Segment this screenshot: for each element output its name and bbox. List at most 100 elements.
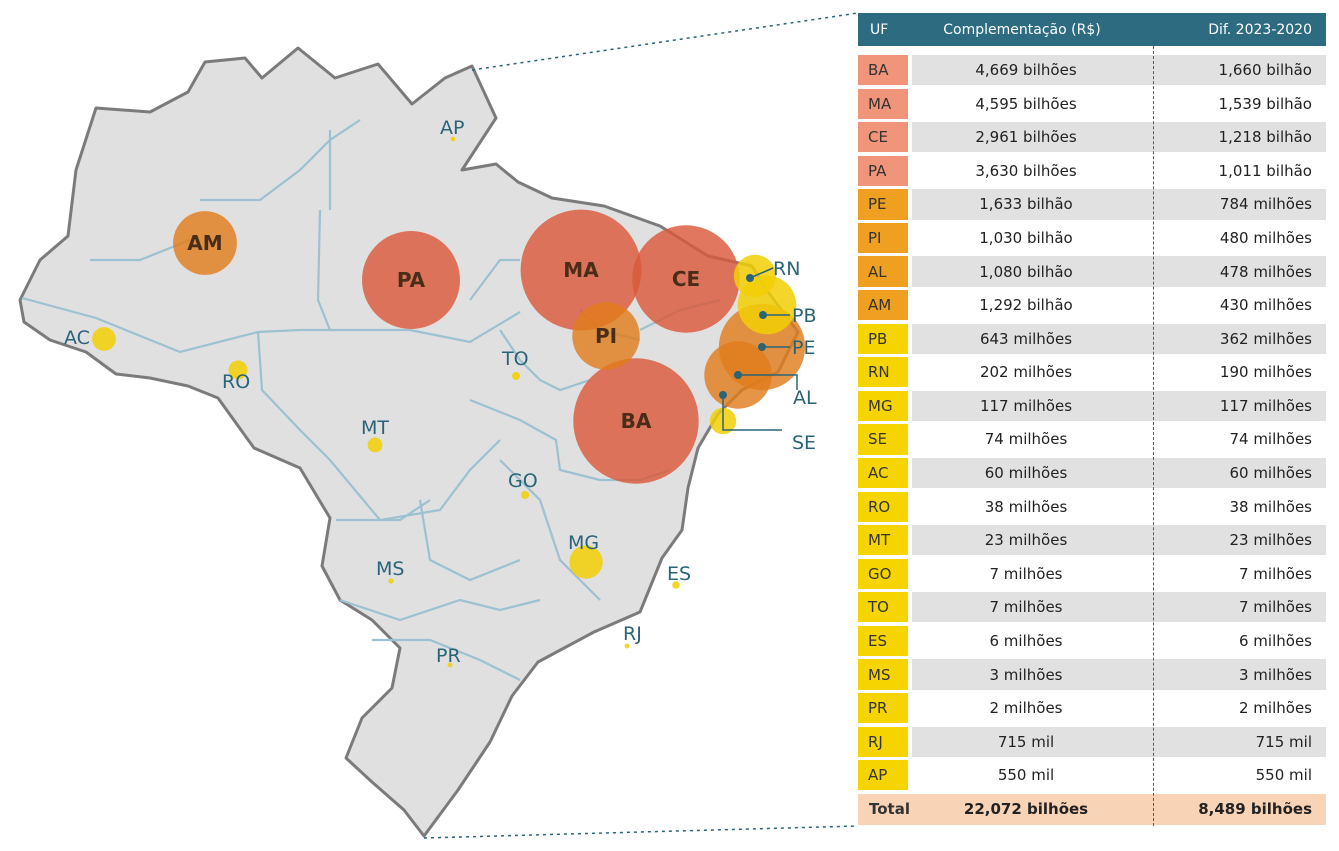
bubble-label-pa: PA — [397, 268, 426, 292]
row-complementacao: 1,292 bilhão — [979, 296, 1073, 315]
row-complementacao: 6 milhões — [989, 631, 1063, 650]
row-uf-badge: BA — [858, 55, 908, 86]
bubble-rj — [624, 643, 630, 649]
row-dif: 1,218 bilhão — [1140, 122, 1326, 153]
row-dif: 362 milhões — [1140, 323, 1326, 354]
row-uf-badge: MA — [858, 88, 908, 119]
table-row: MG 117 milhões 117 milhões — [858, 390, 1326, 421]
row-uf-badge: MT — [858, 525, 908, 556]
row-uf-badge: MS — [858, 659, 908, 690]
bubble-label-ce: CE — [672, 267, 700, 291]
table-row: AL 1,080 bilhão 478 milhões — [858, 256, 1326, 287]
state-borders — [21, 119, 721, 681]
bubble-mg — [569, 545, 603, 579]
row-uf-badge: AM — [858, 290, 908, 321]
table-row: MT 23 milhões 23 milhões — [858, 525, 1326, 556]
table-row: PE 1,633 bilhão 784 milhões — [858, 189, 1326, 220]
row-complementacao: 38 milhões — [984, 497, 1068, 516]
bubble-label-am: AM — [187, 231, 222, 255]
row-uf-badge: SE — [858, 424, 908, 455]
row-complementacao: 7 milhões — [989, 564, 1063, 583]
row-complementacao: 3,630 bilhões — [975, 161, 1077, 180]
table-row: SE 74 milhões 74 milhões — [858, 424, 1326, 455]
row-complementacao: 4,595 bilhões — [975, 94, 1077, 113]
row-uf-badge: GO — [858, 558, 908, 589]
row-uf-badge: RN — [858, 357, 908, 388]
row-uf-badge: ES — [858, 625, 908, 657]
bubble-mt — [367, 437, 383, 453]
state-label-es: ES — [667, 563, 691, 585]
table-row: RO 38 milhões 38 milhões — [858, 491, 1326, 522]
bubble-pa — [362, 231, 460, 329]
row-complementacao: 117 milhões — [912, 390, 1140, 421]
row-complementacao: 23 milhões — [912, 525, 1140, 556]
leader-dot-al — [734, 371, 742, 379]
state-label-pe: PE — [792, 337, 815, 359]
row-dif: 1,660 bilhão — [1140, 55, 1326, 86]
data-table: UF Complementação (R$) Dif. 2023-2020 BA… — [858, 13, 1326, 828]
row-complementacao: 60 milhões — [912, 457, 1140, 489]
row-dif: 478 milhões — [1140, 256, 1326, 287]
bubble-am — [173, 211, 237, 275]
header-uf: UF — [870, 21, 889, 38]
state-label-se: SE — [792, 432, 816, 454]
state-labels: AP AC RO MT TO GO MS MG PR ES RJ RN PB P… — [64, 117, 817, 667]
table-row: MS 3 milhões 3 milhões — [858, 659, 1326, 690]
row-uf-badge: AC — [858, 457, 908, 489]
bubble-label-ma: MA — [563, 258, 599, 282]
row-dif: 38 milhões — [1229, 497, 1312, 516]
state-label-go: GO — [508, 470, 538, 492]
row-dif: 23 milhões — [1140, 525, 1326, 556]
bubble-pi — [572, 302, 640, 370]
table-row: PR 2 milhões 2 milhões — [858, 692, 1326, 724]
table-header: UF Complementação (R$) Dif. 2023-2020 — [858, 13, 1326, 46]
table-row: TO 7 milhões 7 milhões — [858, 592, 1326, 623]
row-dif: 1,011 bilhão — [1218, 161, 1312, 180]
bubble-es — [672, 581, 680, 589]
connector-top — [471, 12, 859, 71]
leader-lines — [722, 267, 798, 431]
brazil-map: BA MA CE PA PI AM AP AC RO MT TO GO MS MG PR … — [18, 12, 859, 839]
leader-dots — [719, 274, 767, 399]
row-dif: 2 milhões — [1239, 699, 1312, 718]
bubble-go — [520, 490, 530, 500]
state-label-rn: RN — [773, 258, 800, 280]
row-dif: 3 milhões — [1140, 659, 1326, 690]
row-dif: 7 milhões — [1140, 592, 1326, 623]
bubble-layer: BA MA CE PA PI AM — [92, 136, 806, 668]
bubble-pr — [447, 662, 453, 668]
row-uf-badge: PB — [858, 323, 908, 354]
row-dif: 430 milhões — [1219, 296, 1312, 315]
bubble-ce — [632, 225, 740, 333]
state-label-ac: AC — [64, 327, 90, 349]
table-row: AM 1,292 bilhão 430 milhões — [858, 290, 1326, 321]
table-row: PA 3,630 bilhões 1,011 bilhão — [858, 155, 1326, 186]
row-uf-badge: PI — [858, 222, 908, 254]
leader-dot-se — [719, 391, 727, 399]
total-complementacao: 22,072 bilhões — [963, 800, 1089, 819]
row-complementacao: 2,961 bilhões — [912, 122, 1140, 153]
table-row: AC 60 milhões 60 milhões — [858, 457, 1326, 489]
bubble-label-pi: PI — [595, 324, 617, 348]
header-complementacao: Complementação (R$) — [943, 21, 1101, 38]
table-body: BA 4,669 bilhões 1,660 bilhão MA 4,595 bilhõ… — [858, 55, 1326, 791]
bubble-label-ba: BA — [621, 409, 652, 433]
row-dif: 784 milhões — [1140, 189, 1326, 220]
row-uf-badge: AP — [858, 760, 908, 791]
state-label-pr: PR — [436, 645, 461, 667]
state-label-ap: AP — [440, 117, 464, 139]
leader-line-al — [738, 374, 798, 390]
leader-dot-rn — [746, 274, 754, 282]
row-complementacao: 1,030 bilhão — [979, 228, 1073, 247]
row-dif: 480 milhões — [1219, 228, 1312, 247]
state-label-rj: RJ — [623, 623, 642, 645]
state-label-al: AL — [793, 387, 817, 409]
row-complementacao: 4,669 bilhões — [912, 55, 1140, 86]
total-dif: 8,489 bilhões — [1198, 800, 1312, 819]
state-label-to: TO — [501, 348, 529, 370]
connector-bottom — [423, 825, 859, 839]
state-label-ro: RO — [222, 371, 250, 393]
row-dif: 74 milhões — [1229, 430, 1312, 449]
row-complementacao: 1,080 bilhão — [912, 256, 1140, 287]
row-uf-badge: MG — [858, 390, 908, 421]
